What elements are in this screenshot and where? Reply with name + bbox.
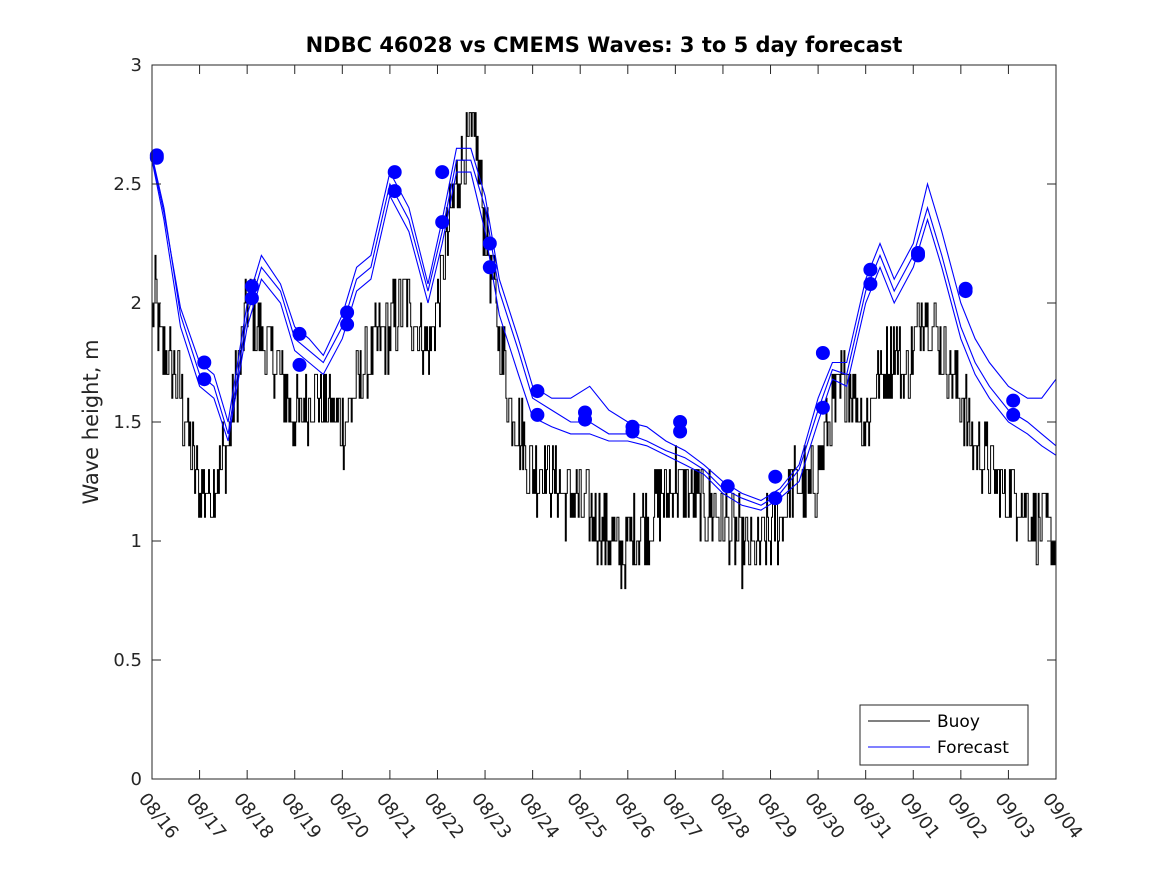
forecast-marker xyxy=(578,412,592,427)
forecast-marker xyxy=(530,407,545,422)
chart-title: NDBC 46028 vs CMEMS Waves: 3 to 5 day fo… xyxy=(306,33,903,57)
legend-forecast-label: Forecast xyxy=(937,738,1009,758)
legend-box xyxy=(859,704,1029,766)
forecast-marker xyxy=(815,400,830,415)
y-tick-label: 2 xyxy=(131,293,142,314)
marker-layer xyxy=(149,148,1021,506)
forecast-marker xyxy=(292,326,307,341)
legend-buoy-label: Buoy xyxy=(937,712,980,732)
forecast-marker xyxy=(340,317,355,332)
forecast-marker xyxy=(673,424,688,439)
forecast-marker xyxy=(149,150,164,165)
forecast-marker xyxy=(958,284,973,299)
forecast-marker xyxy=(911,248,925,263)
buoy-layer xyxy=(152,112,1056,590)
plot-area xyxy=(152,65,1056,779)
y-axis: 0 0.5 1 1.5 2 2.5 3 xyxy=(113,55,1056,790)
y-tick-label: 1.5 xyxy=(113,412,142,433)
forecast-marker xyxy=(1006,393,1021,408)
forecast-line-3 xyxy=(152,147,1056,502)
y-tick-label: 3 xyxy=(131,55,142,76)
forecast-marker xyxy=(482,260,497,275)
forecast-marker xyxy=(625,424,640,439)
forecast-marker xyxy=(387,165,402,180)
forecast-marker xyxy=(863,277,878,291)
y-tick-label: 1 xyxy=(131,531,142,552)
forecast-marker xyxy=(197,372,212,387)
y-tick-label: 0.5 xyxy=(113,650,142,671)
forecast-marker xyxy=(768,491,783,506)
forecast-marker xyxy=(482,236,497,251)
forecast-marker xyxy=(435,215,450,230)
forecast-marker xyxy=(197,355,212,370)
forecast-marker xyxy=(387,184,402,199)
forecast-line-2 xyxy=(152,160,1056,511)
forecast-marker xyxy=(340,305,355,320)
forecast-marker xyxy=(720,479,735,494)
forecast-marker xyxy=(863,262,878,277)
y-tick-label: 0 xyxy=(131,769,142,790)
buoy-line xyxy=(152,112,1056,590)
forecast-marker xyxy=(768,469,783,484)
legend: Buoy Forecast xyxy=(859,704,1029,766)
forecast-marker xyxy=(1006,407,1021,422)
forecast-marker xyxy=(292,357,307,372)
y-tick-label: 2.5 xyxy=(113,174,142,195)
forecast-marker xyxy=(815,346,830,360)
forecast-marker xyxy=(435,165,450,180)
forecast-marker xyxy=(244,291,259,306)
forecast-marker xyxy=(244,279,259,294)
y-axis-label: Wave height, m xyxy=(79,339,103,504)
forecast-marker xyxy=(530,384,545,399)
